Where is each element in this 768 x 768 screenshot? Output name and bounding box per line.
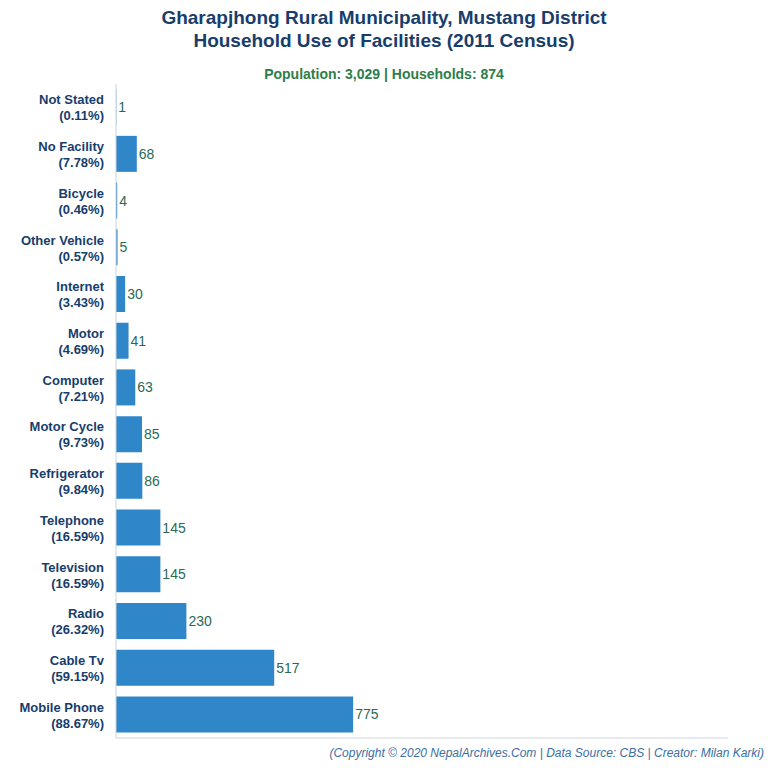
svg-text:Not Stated(0.11%): Not Stated(0.11%): [39, 92, 104, 123]
svg-text:517: 517: [276, 660, 300, 676]
svg-text:86: 86: [144, 473, 160, 489]
svg-text:Internet(3.43%): Internet(3.43%): [56, 279, 104, 310]
svg-text:Radio(26.32%): Radio(26.32%): [51, 606, 104, 637]
svg-text:Motor(4.69%): Motor(4.69%): [58, 326, 104, 357]
svg-text:Television(16.59%): Television(16.59%): [41, 560, 104, 591]
svg-text:63: 63: [137, 379, 153, 395]
svg-text:41: 41: [131, 333, 147, 349]
svg-text:775: 775: [355, 706, 379, 722]
svg-text:No Facility(7.78%): No Facility(7.78%): [38, 139, 105, 170]
svg-text:5: 5: [120, 239, 128, 255]
svg-text:145: 145: [162, 566, 186, 582]
html-text:Population: 3,029 | Households: Population: 3,029 | Households: 874: [264, 66, 504, 82]
svg-text:4: 4: [119, 193, 127, 209]
svg-text:68: 68: [139, 146, 155, 162]
svg-text:85: 85: [144, 426, 160, 442]
html-text:Gharapjhong Rural Municipality: Gharapjhong Rural Municipality, Mustang …: [161, 7, 607, 28]
svg-text:Cable Tv(59.15%): Cable Tv(59.15%): [50, 653, 105, 684]
svg-text:Telephone(16.59%): Telephone(16.59%): [40, 513, 104, 544]
html-text:Household Use of Facilities (2: Household Use of Facilities (2011 Census…: [193, 30, 575, 51]
svg-text:30: 30: [127, 286, 143, 302]
svg-text:1: 1: [118, 99, 126, 115]
svg-text:Motor Cycle(9.73%): Motor Cycle(9.73%): [30, 419, 104, 450]
svg-text:Mobile Phone(88.67%): Mobile Phone(88.67%): [20, 700, 105, 731]
svg-text:145: 145: [162, 520, 186, 536]
html-text:(Copyright © 2020 NepalArchive: (Copyright © 2020 NepalArchives.Com | Da…: [329, 746, 764, 760]
svg-text:230: 230: [188, 613, 212, 629]
svg-text:Bicycle(0.46%): Bicycle(0.46%): [58, 186, 104, 217]
svg-text:Refrigerator(9.84%): Refrigerator(9.84%): [30, 466, 104, 497]
svg-text:Computer(7.21%): Computer(7.21%): [43, 373, 104, 404]
svg-text:Other Vehicle(0.57%): Other Vehicle(0.57%): [21, 233, 104, 264]
